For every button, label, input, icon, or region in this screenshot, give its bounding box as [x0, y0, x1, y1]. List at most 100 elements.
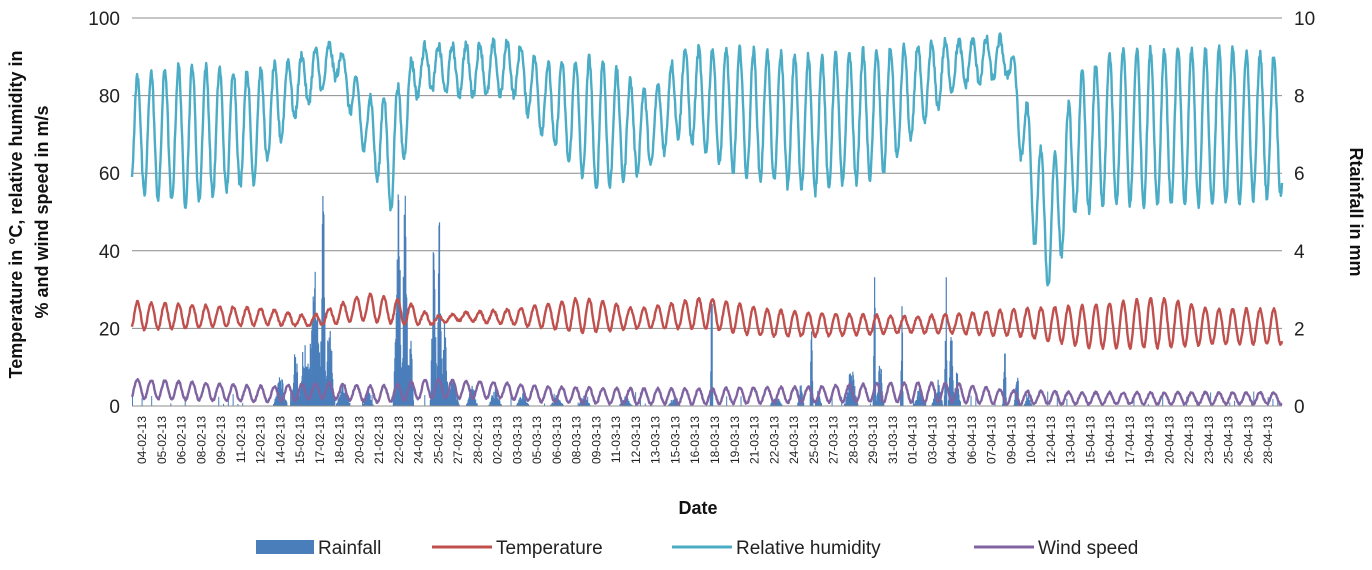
rainfall-bar — [879, 395, 881, 406]
y-axis-right-title: Rtainfall in mm — [1346, 147, 1366, 276]
x-tick-label: 15-03-13 — [668, 416, 682, 464]
x-tick-label: 09-02-13 — [214, 416, 228, 464]
series-line-wind-speed — [130, 377, 1283, 407]
y-axis-left-title-line-1: Temperature in °C, relative humidity in — [6, 51, 26, 379]
rainfall-bar — [510, 396, 512, 406]
rainfall-bar — [371, 394, 373, 406]
x-tick-label: 28-02-13 — [471, 416, 485, 464]
x-tick-label: 22-02-13 — [392, 416, 406, 464]
rainfall-bar — [232, 394, 234, 406]
rainfall-bar — [1005, 397, 1007, 406]
x-tick-label: 22-04-13 — [1182, 416, 1196, 464]
rainfall-bar — [500, 404, 502, 406]
y-tick-left: 40 — [99, 242, 120, 263]
rainfall-bar — [499, 400, 501, 406]
x-tick-label: 09-03-13 — [589, 416, 603, 464]
rainfall-bar — [874, 307, 876, 406]
x-tick-label: 11-02-13 — [234, 416, 248, 463]
y-tick-left: 80 — [99, 87, 120, 108]
x-tick-label: 12-04-13 — [1044, 416, 1058, 464]
rainfall-bar — [132, 394, 133, 406]
x-tick-label: 25-02-13 — [431, 416, 445, 464]
rainfall-bar — [779, 401, 781, 406]
rainfall-bar — [820, 403, 823, 406]
rainfall-bar — [577, 402, 579, 406]
rainfall-bar — [562, 404, 564, 406]
y-tick-left: 20 — [99, 319, 120, 340]
rainfall-bar — [831, 393, 833, 406]
x-tick-label: 16-04-13 — [1103, 416, 1117, 464]
rainfall-bar — [438, 397, 440, 406]
rainfall-bar — [370, 400, 373, 406]
rainfall-bar — [424, 395, 426, 406]
rainfall-bar — [218, 396, 220, 406]
x-tick-label: 11-03-13 — [609, 416, 623, 463]
rainfall-bar — [1272, 399, 1274, 406]
rainfall-bar — [409, 396, 411, 406]
rainfall-bar — [1133, 399, 1135, 406]
x-tick-label: 12-03-13 — [629, 416, 643, 464]
rainfall-bar — [630, 404, 632, 406]
x-tick-label: 23-04-13 — [1202, 416, 1216, 464]
legend-swatch-rainfall — [256, 540, 314, 554]
rainfall-bar — [970, 395, 972, 406]
rainfall-bar — [1029, 400, 1031, 406]
x-tick-label: 19-04-13 — [1143, 416, 1157, 464]
rainfall-bar — [242, 402, 244, 406]
rainfall-bar — [317, 344, 320, 406]
rainfall-bar — [1147, 404, 1149, 406]
rainfall-bar — [956, 373, 959, 406]
rainfall-bar — [780, 403, 782, 406]
x-tick-label: 20-02-13 — [352, 416, 366, 464]
series-line-relative-humidity — [130, 32, 1284, 287]
rainfall-bar — [811, 381, 814, 406]
x-tick-label: 17-04-13 — [1123, 416, 1137, 464]
rainfall-bar — [334, 397, 336, 406]
y-axis-left-title: Temperature in °C, relative humidity in … — [6, 46, 52, 379]
x-tick-label: 27-03-13 — [827, 416, 841, 464]
x-tick-label: 25-03-13 — [807, 416, 821, 464]
rainfall-bar — [589, 404, 591, 406]
rainfall-bar — [869, 403, 871, 406]
rainfall-bar — [1047, 391, 1049, 406]
rainfall-bar — [237, 403, 239, 406]
rainfall-bar — [811, 350, 813, 406]
x-tick-label: 06-04-13 — [965, 416, 979, 464]
rainfall-bar — [1017, 380, 1019, 406]
rainfall-bar — [550, 404, 552, 406]
x-tick-label: 21-03-13 — [748, 416, 762, 464]
x-tick-label: 04-02-13 — [135, 416, 149, 464]
x-tick-label: 25-04-13 — [1222, 416, 1236, 464]
x-tick-label: 28-04-13 — [1261, 416, 1275, 464]
rainfall-bar — [874, 390, 876, 406]
rainfall-bar — [740, 396, 742, 406]
axes: 0 20 40 60 80 100 0 2 4 6 8 10 — [88, 9, 1315, 418]
rainfall-bar — [474, 397, 476, 406]
rainfall-bar — [1162, 392, 1164, 406]
rainfall-bar — [620, 403, 622, 406]
rainfall-bar — [518, 399, 520, 406]
x-tick-label: 27-02-13 — [451, 416, 465, 464]
rainfall-bar — [628, 400, 630, 406]
x-tick-label: 05-02-13 — [155, 416, 169, 464]
rainfall-bar — [941, 404, 944, 406]
rainfall-bar — [559, 401, 562, 406]
x-tick-label: 18-03-13 — [708, 416, 722, 464]
rainfall-bar — [925, 403, 927, 406]
legend: Rainfall Temperature Relative humidity W… — [256, 538, 1138, 559]
x-tick-label: 13-03-13 — [649, 416, 663, 464]
rainfall-bar — [296, 371, 299, 406]
rainfall-bar — [711, 397, 713, 406]
rainfall-bar — [488, 404, 490, 406]
rainfall-bar — [304, 403, 306, 406]
x-tick-label: 16-03-13 — [688, 416, 702, 464]
series-lines — [130, 32, 1284, 407]
y-tick-right: 8 — [1294, 87, 1305, 108]
y-tick-left: 100 — [88, 9, 120, 30]
y-tick-right: 0 — [1294, 397, 1305, 418]
rainfall-bar — [901, 332, 904, 406]
rainfall-bar — [372, 404, 374, 406]
rainfall-bar — [712, 387, 714, 406]
y-tick-left: 60 — [99, 164, 120, 185]
rainfall-bar — [347, 398, 349, 406]
